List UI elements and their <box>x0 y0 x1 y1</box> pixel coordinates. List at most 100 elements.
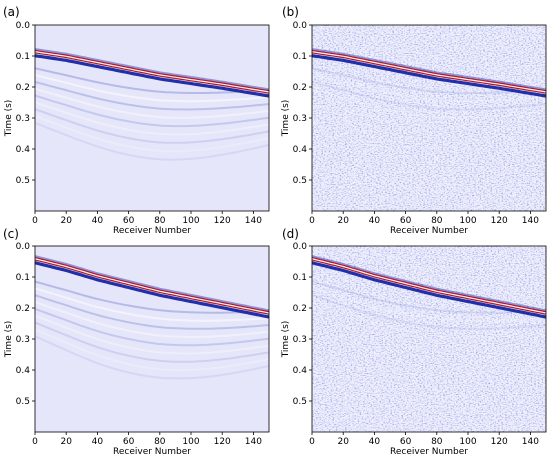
y-tick-label: 0.4 <box>16 145 31 155</box>
reflection-event <box>35 115 269 153</box>
wavelet-peak-center <box>312 51 546 93</box>
x-tick-label: 120 <box>491 437 508 447</box>
x-tick-label: 80 <box>431 437 443 447</box>
plot-background <box>35 246 269 432</box>
y-tick-label: 0.2 <box>16 83 30 93</box>
panel-label: (c) <box>3 227 19 241</box>
reflection-event <box>35 87 269 119</box>
reflection-event <box>35 287 269 322</box>
reflection-event <box>312 287 546 322</box>
reflection-event <box>35 94 269 128</box>
panel-label: (d) <box>282 227 299 241</box>
x-tick-label: 20 <box>337 437 349 447</box>
wavelet-trough-lower <box>35 54 269 98</box>
wavelet-trough-lower <box>312 54 546 98</box>
reflection-event <box>312 80 546 111</box>
x-tick-label: 40 <box>369 437 381 447</box>
reflection-event <box>312 280 546 314</box>
y-tick-label: 0.3 <box>293 114 307 124</box>
x-tick-label: 140 <box>522 437 539 447</box>
panel-label: (b) <box>282 5 299 19</box>
x-tick-label: 60 <box>400 216 412 226</box>
reflection-event <box>35 101 269 136</box>
reflection-event <box>35 321 269 363</box>
y-tick-label: 0.3 <box>293 335 307 345</box>
x-tick-label: 0 <box>309 437 315 447</box>
y-tick-label: 0.1 <box>16 52 30 62</box>
wavelet-trough-upper <box>312 255 546 312</box>
x-tick-label: 100 <box>459 437 476 447</box>
x-tick-label: 140 <box>245 216 262 226</box>
y-tick-label: 0.2 <box>293 83 307 93</box>
y-tick-label: 0.4 <box>293 366 308 376</box>
x-tick-label: 60 <box>123 216 135 226</box>
x-axis-title: Receiver Number <box>390 226 468 236</box>
reflection-event <box>35 74 269 103</box>
x-axis-title: Receiver Number <box>390 447 468 455</box>
x-tick-label: 100 <box>182 216 199 226</box>
x-tick-label: 80 <box>154 437 166 447</box>
x-axis-title: Receiver Number <box>113 226 191 236</box>
y-tick-label: 0.1 <box>293 52 307 62</box>
y-tick-label: 0.5 <box>293 397 307 407</box>
y-tick-label: 0.4 <box>293 145 308 155</box>
x-tick-label: 140 <box>522 216 539 226</box>
reflection-event <box>312 74 546 103</box>
panel-c: 0 20 40 60 80 100 120 140 0.0 0.1 0.2 0.3 0.4 0.5 Rece… <box>3 227 270 455</box>
y-axis-title: Time (s) <box>4 100 14 138</box>
x-tick-label: 80 <box>431 216 443 226</box>
x-tick-label: 120 <box>214 437 231 447</box>
x-tick-label: 80 <box>154 216 166 226</box>
y-tick-label: 0.1 <box>293 273 307 283</box>
y-tick-label: 0.0 <box>293 242 308 252</box>
x-tick-label: 120 <box>491 216 508 226</box>
x-tick-label: 0 <box>309 216 315 226</box>
reflection-event <box>312 67 546 94</box>
wavelet-peak-center <box>35 51 269 93</box>
wavelet-trough-lower <box>35 261 269 319</box>
plot-background <box>35 25 269 211</box>
y-axis-title: Time (s) <box>281 100 291 138</box>
reflection-event <box>35 280 269 314</box>
reflection-event <box>35 314 269 355</box>
y-tick-label: 0.0 <box>16 21 31 31</box>
y-tick-label: 0.1 <box>16 273 30 283</box>
x-tick-label: 40 <box>92 437 104 447</box>
wavelet-peak-center <box>312 258 546 314</box>
reflection-event <box>312 87 546 119</box>
reflection-event <box>312 294 546 330</box>
x-tick-label: 140 <box>245 437 262 447</box>
reflection-event <box>35 328 269 372</box>
y-tick-label: 0.2 <box>293 304 307 314</box>
y-tick-label: 0.3 <box>16 114 30 124</box>
panel-label: (a) <box>3 5 20 19</box>
wavelet-trough-upper <box>35 255 269 312</box>
wavelet-peak-center <box>35 258 269 314</box>
y-tick-label: 0.0 <box>16 242 31 252</box>
reflection-event <box>35 301 269 338</box>
x-tick-label: 20 <box>337 216 349 226</box>
y-axis-title: Time (s) <box>4 321 14 359</box>
y-axis-title: Time (s) <box>281 321 291 359</box>
y-tick-label: 0.0 <box>293 21 308 31</box>
y-tick-label: 0.5 <box>16 397 30 407</box>
x-tick-label: 40 <box>369 216 381 226</box>
wavelet-trough-lower <box>312 261 546 319</box>
x-tick-label: 0 <box>32 437 38 447</box>
panel-b: 0 20 40 60 80 100 120 140 0.0 0.1 0.2 0.3 0.4 0.5 Rece… <box>281 5 547 236</box>
reflection-event <box>35 67 269 94</box>
x-tick-label: 100 <box>459 216 476 226</box>
y-tick-label: 0.5 <box>293 176 307 186</box>
y-tick-label: 0.2 <box>16 304 30 314</box>
y-tick-label: 0.3 <box>16 335 30 345</box>
y-tick-label: 0.5 <box>16 176 30 186</box>
x-tick-label: 40 <box>92 216 104 226</box>
reflection-event <box>35 108 269 144</box>
x-tick-label: 0 <box>32 216 38 226</box>
noise-texture <box>312 246 546 432</box>
noise-texture <box>312 25 546 211</box>
x-tick-label: 100 <box>182 437 199 447</box>
x-tick-label: 60 <box>123 437 135 447</box>
wavelet-trough-upper <box>312 48 546 91</box>
